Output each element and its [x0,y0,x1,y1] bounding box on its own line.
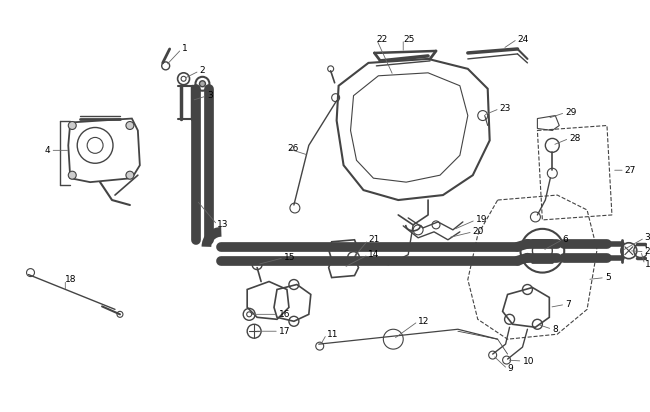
Text: 18: 18 [65,275,77,284]
Circle shape [126,122,134,129]
Text: 29: 29 [566,108,577,117]
Text: 27: 27 [625,166,636,175]
Text: 1: 1 [645,260,650,269]
Text: 2: 2 [200,66,205,75]
Text: 21: 21 [369,235,380,244]
Circle shape [200,81,205,87]
Text: 11: 11 [327,330,338,339]
Text: 12: 12 [418,317,430,326]
Text: 23: 23 [500,104,511,113]
Text: 6: 6 [562,235,568,244]
Text: 4: 4 [45,146,51,155]
Text: 2: 2 [645,247,650,256]
Text: 5: 5 [605,273,611,282]
Text: 7: 7 [566,300,571,309]
Text: 1: 1 [181,44,187,54]
Text: 19: 19 [476,215,488,225]
Text: 8: 8 [552,325,558,334]
Text: 24: 24 [517,35,528,44]
Circle shape [68,122,76,129]
Text: 3: 3 [645,233,650,242]
Text: 16: 16 [279,310,291,319]
Text: 20: 20 [473,227,484,236]
Text: 22: 22 [376,35,387,44]
Text: 26: 26 [287,144,298,153]
Text: 3: 3 [207,91,213,100]
Circle shape [68,171,76,179]
Text: 14: 14 [369,250,380,259]
Text: 17: 17 [279,327,291,336]
Text: 9: 9 [508,365,514,374]
Text: 28: 28 [569,134,580,143]
Text: 25: 25 [403,35,415,44]
Text: 10: 10 [523,356,534,365]
Circle shape [126,171,134,179]
Text: 15: 15 [284,253,296,262]
Text: 13: 13 [217,220,229,229]
